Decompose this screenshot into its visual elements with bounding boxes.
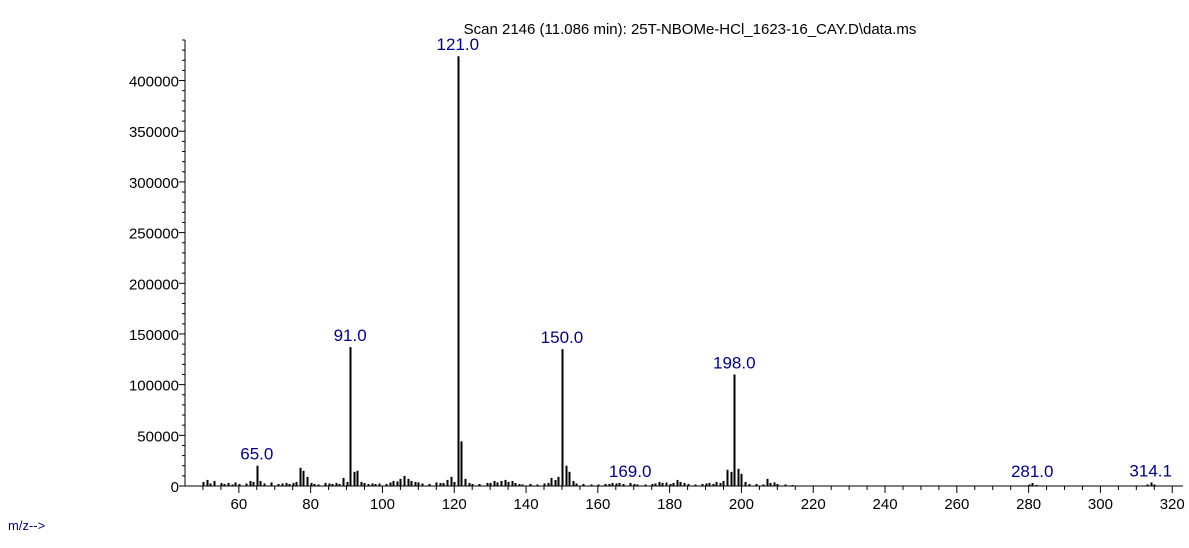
x-tick-label: 280 bbox=[1016, 496, 1041, 513]
x-tick-label: 180 bbox=[657, 496, 682, 513]
x-tick-label: 240 bbox=[873, 496, 898, 513]
x-tick-label: 60 bbox=[231, 496, 248, 513]
x-axis: 60 80 100 120 140 160 180 200 220 240 260 280 300 320 bbox=[185, 485, 1185, 513]
x-tick-label: 320 bbox=[1160, 496, 1185, 513]
x-tick-label: 120 bbox=[442, 496, 467, 513]
y-tick-label: 150000 bbox=[129, 327, 179, 344]
x-tick-label: 140 bbox=[514, 496, 539, 513]
y-axis: 0 50000 100000 150000 200000 250000 300000 3500… bbox=[129, 39, 186, 496]
y-tick-label: 250000 bbox=[129, 226, 179, 243]
y-tick-label: 50000 bbox=[137, 428, 179, 445]
peak-label: 198.0 bbox=[713, 354, 756, 373]
y-tick-label: 350000 bbox=[129, 124, 179, 141]
peak-label: 91.0 bbox=[334, 326, 367, 345]
x-tick-label: 160 bbox=[585, 496, 610, 513]
peak-label: 281.0 bbox=[1011, 462, 1054, 481]
peak-labels: 65.0 91.0 121.0 150.0 169.0 198.0 281.0 314.1 bbox=[240, 35, 1172, 481]
y-tick-label: 400000 bbox=[129, 74, 179, 91]
peak-bars bbox=[202, 56, 1156, 486]
peak-label: 150.0 bbox=[541, 328, 584, 347]
x-tick-label: 300 bbox=[1088, 496, 1113, 513]
chart-title: Scan 2146 (11.086 min): 25T-NBOMe-HCl_16… bbox=[464, 21, 917, 38]
x-tick-label: 220 bbox=[801, 496, 826, 513]
y-tick-label: 0 bbox=[171, 479, 179, 496]
x-tick-label: 200 bbox=[729, 496, 754, 513]
y-tick-label: 200000 bbox=[129, 276, 179, 293]
x-tick-label: 100 bbox=[370, 496, 395, 513]
x-axis-label: m/z--> bbox=[8, 518, 45, 533]
peak-label: 65.0 bbox=[240, 445, 273, 464]
peak-label: 314.1 bbox=[1129, 461, 1172, 480]
y-tick-label: 300000 bbox=[129, 175, 179, 192]
y-tick-label: 100000 bbox=[129, 378, 179, 395]
peak-label: 121.0 bbox=[437, 35, 480, 54]
peak-label: 169.0 bbox=[609, 462, 652, 481]
x-tick-label: 260 bbox=[944, 496, 969, 513]
x-tick-label: 80 bbox=[302, 496, 319, 513]
